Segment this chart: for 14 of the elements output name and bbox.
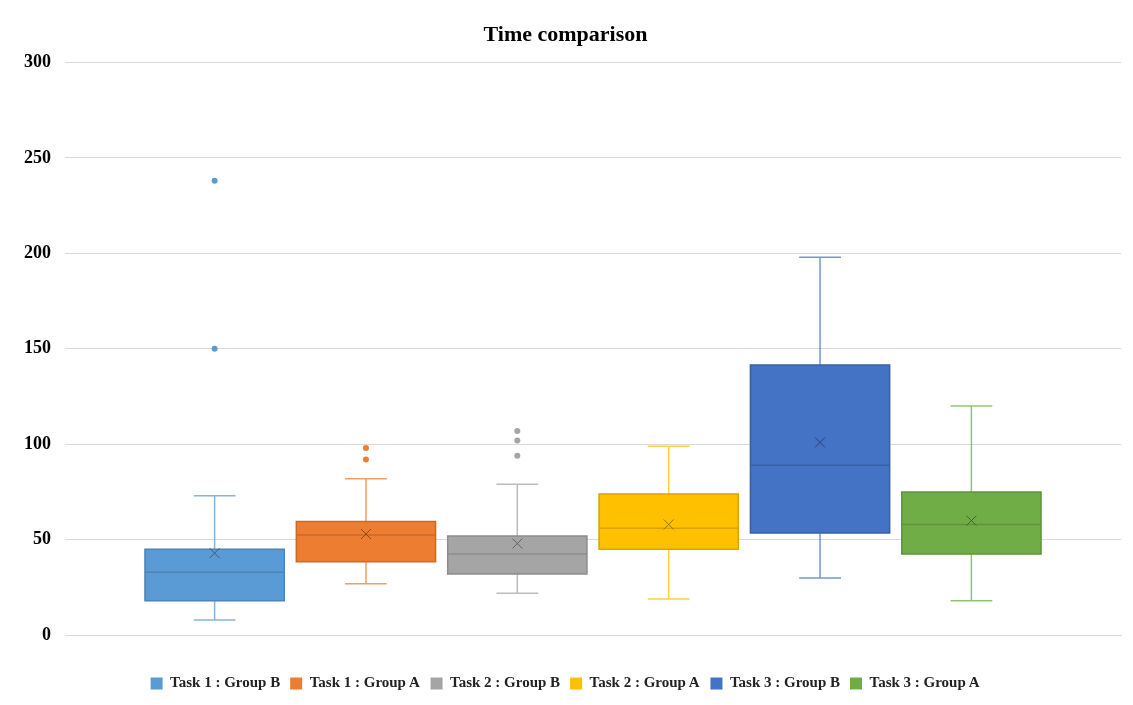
y-tick-label: 150	[24, 337, 51, 358]
legend-label: Task 1 : Group A	[309, 674, 420, 691]
legend-label: Task 1 : Group B	[170, 674, 281, 691]
legend-label: Task 2 : Group A	[589, 674, 700, 691]
y-tick-label: 0	[42, 623, 51, 644]
y-tick-label: 50	[33, 528, 51, 549]
y-tick-label: 100	[24, 432, 51, 453]
y-tick-label: 200	[24, 241, 51, 262]
legend-label: Task 3 : Group B	[729, 674, 841, 691]
y-tick-label: 300	[24, 51, 51, 72]
legend-label: Task 2 : Group B	[450, 674, 561, 691]
legend-label: Task 3 : Group A	[869, 674, 980, 691]
y-tick-label: 250	[24, 146, 51, 167]
chart-title: Time comparison	[483, 20, 648, 46]
